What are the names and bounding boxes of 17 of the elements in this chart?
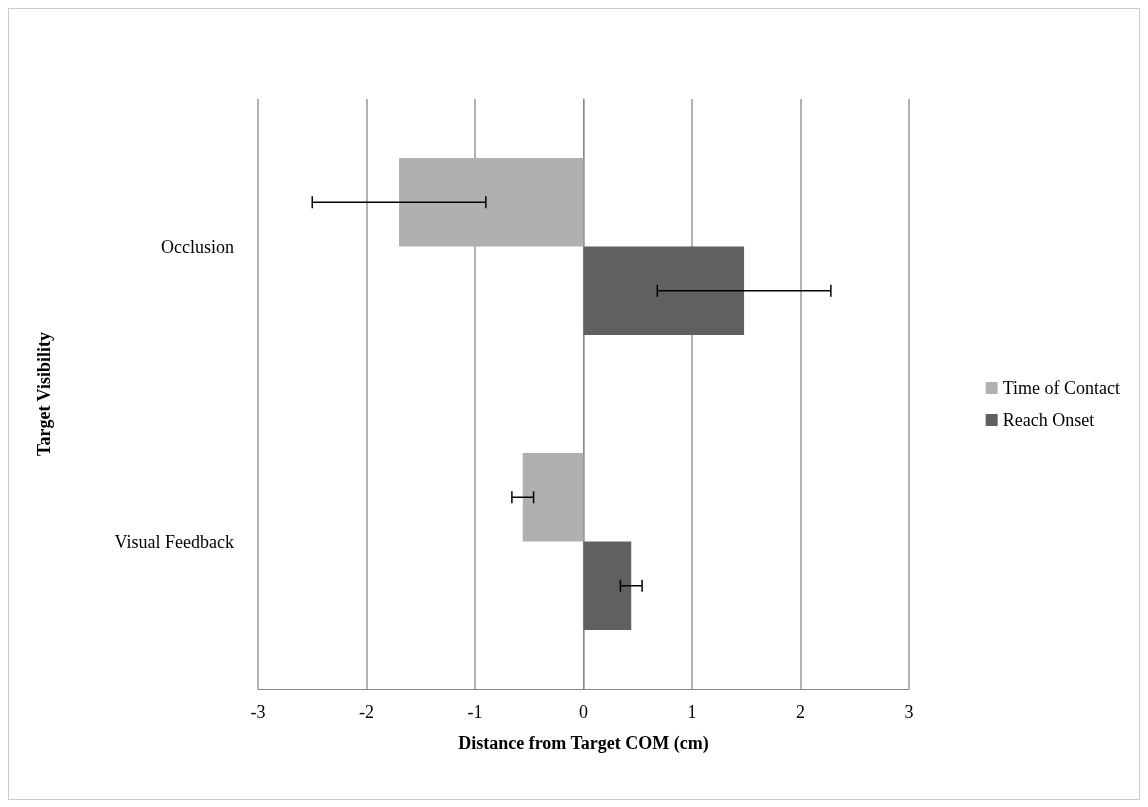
bar	[583, 246, 745, 335]
x-tick-label: 1	[687, 702, 697, 722]
legend-label: Time of Contact	[1002, 378, 1121, 398]
bar	[399, 158, 584, 247]
x-tick-label: 0	[579, 702, 588, 722]
x-tick-label: 2	[796, 702, 805, 722]
x-tick-label: -2	[359, 702, 374, 722]
bar	[583, 541, 632, 630]
x-axis-title: Distance from Target COM (cm)	[458, 733, 709, 754]
x-tick-label: -3	[250, 702, 266, 722]
y-tick-label: Visual Feedback	[114, 531, 234, 552]
y-axis-title: Target Visibility	[34, 332, 54, 456]
y-tick-label: Occlusion	[161, 236, 234, 257]
legend-label: Reach Onset	[1002, 410, 1095, 430]
bar	[522, 453, 584, 542]
x-tick-label: -1	[467, 702, 483, 722]
x-tick-label: 3	[904, 702, 914, 722]
